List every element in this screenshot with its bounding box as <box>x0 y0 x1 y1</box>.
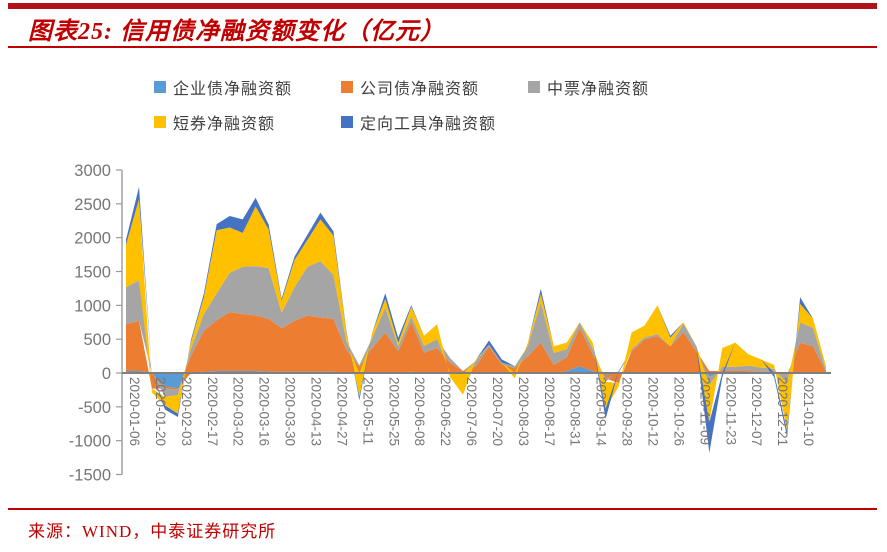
y-axis-label: -1000 <box>69 433 111 451</box>
legend-item-short-term-notes: 短券净融资额 <box>154 111 341 133</box>
x-axis-label: 2020-08-03 <box>516 377 531 446</box>
source-note: 来源：WIND，中泰证券研究所 <box>28 522 277 541</box>
y-axis-label: 2500 <box>74 196 111 214</box>
legend-row: 短券净融资额 定向工具净融资额 <box>154 111 774 133</box>
legend-label-short-term-notes: 短券净融资额 <box>173 116 276 133</box>
x-axis-label: 2020-12-07 <box>749 377 764 446</box>
legend-swatch-ppn <box>341 116 353 128</box>
x-axis-label: 2020-08-31 <box>568 377 583 446</box>
x-axis-label: 2020-05-25 <box>386 377 401 446</box>
x-axis-label: 2020-12-21 <box>775 377 790 446</box>
legend-swatch-enterprise-bond <box>154 81 166 93</box>
x-axis-label: 2020-05-11 <box>360 377 375 445</box>
legend-row: 企业债净融资额 公司债净融资额 中票净融资额 <box>154 76 774 98</box>
legend-item-corporate-bond: 公司债净融资额 <box>341 76 528 98</box>
x-axis-label: 2020-10-26 <box>671 377 686 446</box>
legend-swatch-corporate-bond <box>341 81 353 93</box>
x-axis-label: 2020-11-23 <box>723 377 738 445</box>
chart-legend: 企业债净融资额 公司债净融资额 中票净融资额短券净融资额 定向工具净融资额 <box>154 76 774 146</box>
x-axis-label: 2021-01-10 <box>801 377 816 446</box>
area-enterprise-bond <box>126 366 826 389</box>
legend-item-enterprise-bond: 企业债净融资额 <box>154 76 341 98</box>
x-axis-label: 2020-09-14 <box>594 377 609 447</box>
x-axis-label: 2020-02-03 <box>179 377 194 446</box>
x-axis-label: 2020-01-06 <box>127 377 142 446</box>
x-axis-label: 2020-09-28 <box>620 377 635 446</box>
footer-rule <box>8 508 877 510</box>
top-accent-bar <box>8 3 877 9</box>
legend-item-ppn: 定向工具净融资额 <box>341 111 528 133</box>
area-mtn <box>126 261 826 397</box>
y-axis-label: 0 <box>102 365 111 383</box>
y-axis-label: -1500 <box>69 467 111 485</box>
x-axis-label: 2020-11-09 <box>697 377 712 445</box>
y-axis-label: 1000 <box>74 297 111 315</box>
y-axis-label: 1500 <box>74 264 111 282</box>
legend-item-mtn: 中票净融资额 <box>528 76 715 98</box>
legend-label-mtn: 中票净融资额 <box>547 81 650 98</box>
x-axis-label: 2020-07-06 <box>464 377 479 446</box>
x-axis-label: 2020-06-22 <box>438 377 453 446</box>
x-axis-label: 2020-08-17 <box>542 377 557 446</box>
page-title: 图表25: 信用债净融资额变化（亿元） <box>28 19 445 45</box>
x-axis-label: 2020-04-13 <box>308 377 323 446</box>
y-axis-label: 500 <box>83 331 111 349</box>
legend-swatch-short-term-notes <box>154 116 166 128</box>
area-corporate-bond <box>126 312 826 390</box>
area-short-term-notes <box>126 199 826 432</box>
x-axis-label: 2020-07-20 <box>490 377 505 446</box>
x-axis-label: 2020-02-17 <box>205 377 220 446</box>
y-axis-label: 2000 <box>74 230 111 248</box>
x-axis-label: 2020-03-16 <box>257 377 272 446</box>
x-axis-label: 2020-06-08 <box>412 377 427 446</box>
x-axis-label: 2020-10-12 <box>646 377 661 446</box>
x-axis-label: 2020-01-20 <box>153 377 168 446</box>
legend-label-enterprise-bond: 企业债净融资额 <box>173 81 293 98</box>
x-axis-label: 2020-03-30 <box>283 377 298 446</box>
stacked-area-chart: 3000 2500 2000 1500 1000 500 0 -500 -1000 -1500 20… <box>69 162 831 485</box>
x-axis-label: 2020-03-02 <box>231 377 246 446</box>
x-axis-label: 2020-04-27 <box>334 377 349 446</box>
y-axis-label: 3000 <box>74 162 111 180</box>
legend-label-ppn: 定向工具净融资额 <box>360 116 497 133</box>
legend-label-corporate-bond: 公司债净融资额 <box>360 81 480 98</box>
y-axis-label: -500 <box>78 399 111 417</box>
legend-swatch-mtn <box>528 81 540 93</box>
title-rule <box>8 46 877 48</box>
